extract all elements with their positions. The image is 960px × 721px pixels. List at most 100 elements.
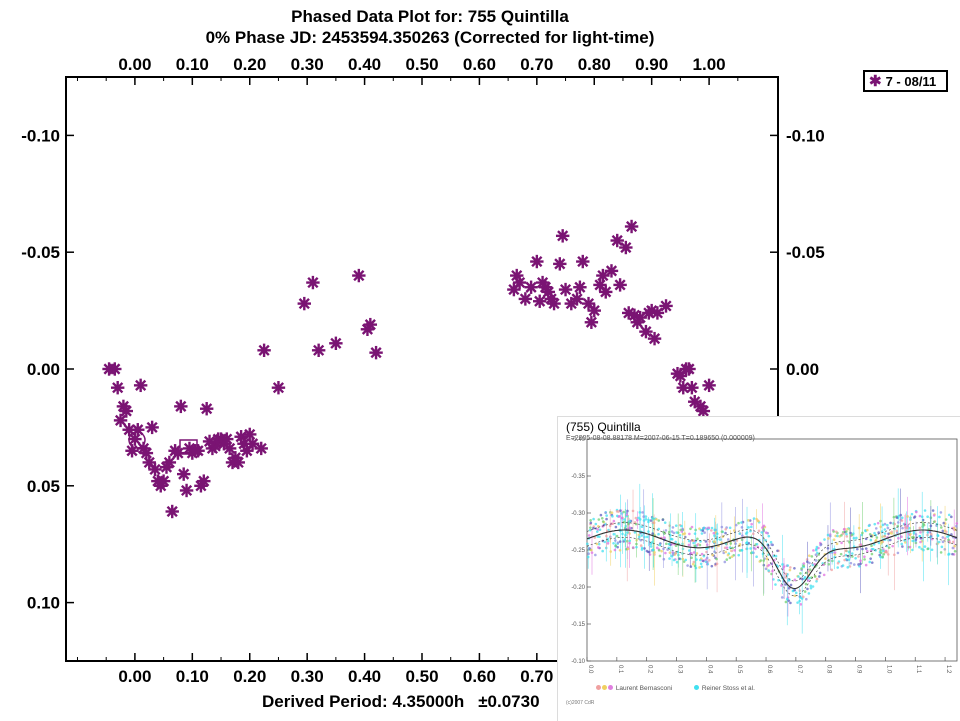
data-point	[171, 446, 185, 460]
inset-observation	[588, 528, 592, 532]
inset-observation	[755, 542, 759, 546]
inset-observation	[601, 520, 605, 523]
inset-observation	[863, 558, 866, 561]
inset-observation	[657, 532, 660, 536]
inset-observation	[626, 531, 629, 534]
inset-observation	[729, 542, 733, 545]
inset-observation	[718, 538, 722, 541]
data-point	[584, 315, 599, 329]
data-point	[639, 324, 653, 339]
inset-observation	[804, 582, 808, 586]
inset-observation	[760, 546, 764, 550]
inset-observation	[850, 533, 854, 537]
inset-observation	[715, 532, 719, 536]
inset-observation	[833, 553, 837, 556]
inset-observation	[672, 558, 676, 562]
inset-observation	[642, 515, 646, 518]
inset-observation	[674, 551, 678, 555]
inset-observation	[638, 518, 642, 521]
data-point	[108, 362, 122, 376]
inset-observation	[644, 517, 648, 521]
data-point	[139, 446, 154, 460]
x-tick-label-top: 0.50	[405, 55, 438, 74]
inset-observation	[920, 515, 924, 518]
inset-observation	[788, 568, 792, 572]
data-point	[685, 380, 699, 395]
data-point	[555, 229, 570, 243]
inset-observation	[681, 542, 684, 546]
inset-observation	[689, 565, 693, 568]
inset-observation	[649, 542, 653, 546]
inset-observation	[715, 557, 718, 561]
inset-observation	[592, 517, 595, 521]
inset-observation	[808, 568, 812, 571]
inset-observation	[734, 542, 737, 545]
inset-observation	[830, 568, 833, 572]
inset-observation	[605, 514, 608, 517]
inset-observation	[784, 572, 788, 576]
x-tick-label-top: 0.80	[578, 55, 611, 74]
inset-observation	[947, 552, 951, 556]
inset-observation	[803, 590, 807, 593]
inset-observation	[814, 553, 818, 557]
inset-observation	[749, 529, 752, 533]
inset-credit: (c)2007 CdR	[566, 700, 595, 706]
inset-observation	[587, 534, 591, 537]
inset-observation	[610, 511, 614, 515]
data-point	[352, 268, 366, 283]
inset-lightcurve: (755) Quintilla E=2005-08-08.88178 M=200…	[557, 416, 960, 721]
inset-observation	[814, 548, 818, 552]
inset-observation	[627, 547, 630, 551]
inset-observation	[653, 551, 656, 554]
inset-observation	[762, 559, 765, 562]
inset-y-tick-label: -0.30	[571, 511, 585, 517]
inset-observation	[596, 546, 600, 549]
data-point	[587, 303, 601, 318]
inset-observation	[700, 565, 704, 568]
inset-observation	[647, 530, 650, 533]
inset-observation	[625, 511, 629, 515]
inset-observation	[633, 521, 637, 524]
inset-observation	[747, 526, 750, 529]
inset-observation	[643, 547, 646, 550]
inset-observation	[708, 558, 711, 562]
x-tick-label: 0.50	[405, 667, 438, 686]
inset-observation	[808, 576, 811, 580]
inset-observation	[702, 526, 706, 530]
inset-observation	[937, 540, 941, 544]
inset-observation	[628, 541, 631, 545]
inset-observation	[886, 526, 890, 530]
inset-observation	[605, 534, 608, 538]
inset-observation	[649, 519, 653, 522]
inset-observation	[786, 564, 790, 567]
inset-observation	[669, 537, 673, 541]
inset-observation	[761, 526, 764, 529]
data-point	[619, 240, 633, 255]
inset-observation	[655, 518, 658, 521]
inset-observation	[823, 538, 826, 541]
inset-observation	[638, 511, 642, 514]
inset-observation	[661, 518, 665, 522]
inset-observation	[749, 547, 752, 550]
inset-observation	[660, 549, 663, 553]
inset-observation	[588, 547, 591, 550]
inset-observation	[662, 530, 665, 534]
inset-legend-label: Laurent Bernasconi	[615, 685, 673, 692]
chart-subtitle: 0% Phase JD: 2453594.350263 (Corrected f…	[205, 28, 655, 47]
inset-observation	[911, 548, 914, 552]
inset-observation	[878, 553, 881, 557]
inset-observation	[847, 558, 851, 561]
inset-observation	[887, 532, 890, 536]
inset-observation	[822, 563, 825, 567]
inset-observation	[807, 579, 810, 582]
inset-observation	[724, 527, 728, 531]
inset-observation	[609, 550, 613, 553]
inset-observation	[869, 538, 873, 542]
inset-observation	[647, 520, 650, 524]
x-tick-label: 0.00	[118, 667, 151, 686]
inset-x-tick-label: 0.1	[617, 665, 623, 674]
inset-observation	[840, 534, 843, 537]
inset-observation	[871, 547, 875, 551]
x-tick-label-top: 0.10	[176, 55, 209, 74]
inset-observation	[712, 540, 716, 543]
